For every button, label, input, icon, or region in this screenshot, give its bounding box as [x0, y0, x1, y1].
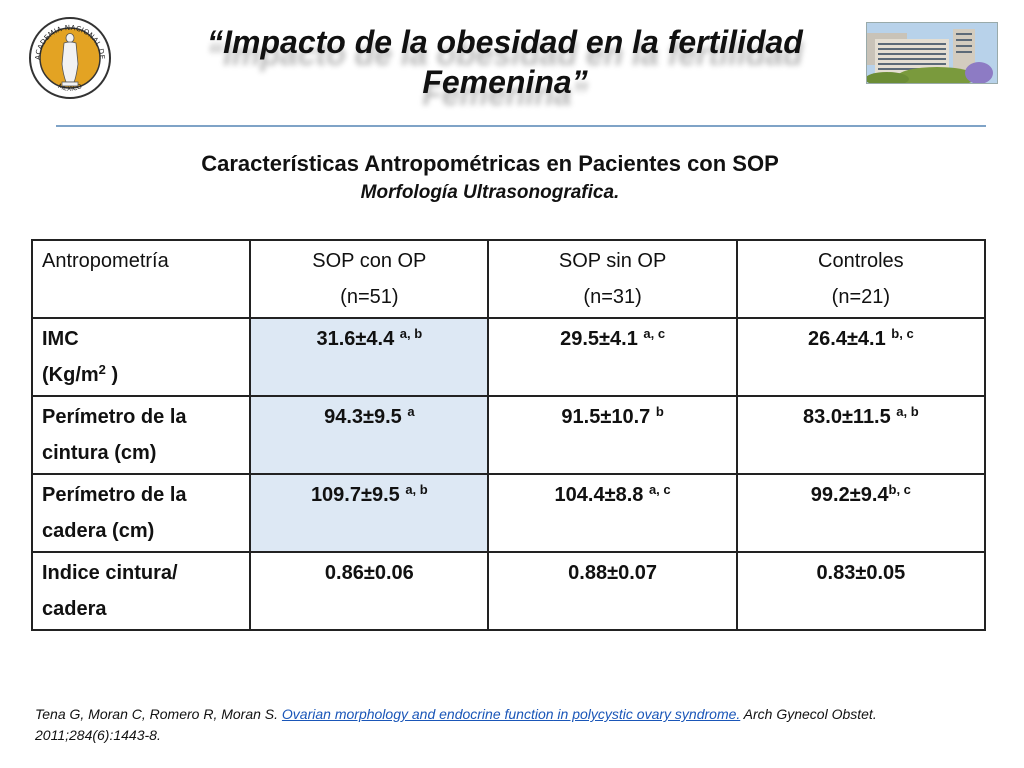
table-row: Perímetro de la cadera (cm) 109.7±9.5 a,…	[30, 473, 987, 553]
row-label-line: cadera	[42, 598, 107, 620]
row-label-text: )	[105, 364, 119, 386]
slide-title: “Impacto de la obesidad en la fertilidad…	[140, 22, 870, 102]
svg-text:MÉXICO: MÉXICO	[57, 82, 83, 93]
cell-value: 26.4±4.1	[808, 328, 892, 350]
cell-value: 0.88±0.07	[568, 562, 657, 584]
row-label: Perímetro de la cadera (cm)	[30, 473, 252, 553]
cell-value: 29.5±4.1	[560, 328, 644, 350]
table-cell: 26.4±4.1 b, c	[735, 317, 987, 397]
academia-nacional-medicina-logo: ACADEMIA NACIONAL DE MEDICINA MÉXICO	[28, 16, 111, 99]
header-line: SOP sin OP	[558, 250, 667, 272]
section-subtitle: Características Antropométricas en Pacie…	[201, 151, 779, 176]
superscript: a, b	[399, 326, 423, 341]
table-cell: 99.2±9.4b, c	[735, 473, 987, 553]
table-header-row: Antropometría SOP con OP (n=51) SOP sin …	[30, 239, 987, 319]
table-row: IMC (Kg/m2 ) 31.6±4.4 a, b 29.5±4.1 a, c…	[30, 317, 987, 397]
anthropometrics-table: Antropometría SOP con OP (n=51) SOP sin …	[30, 239, 987, 631]
row-label-line: Indice cintura/	[42, 562, 178, 584]
row-label-line: IMC	[42, 328, 79, 350]
header-cell: SOP sin OP (n=31)	[487, 239, 738, 319]
row-label-line: Perímetro de la	[42, 484, 187, 506]
cell-value: 109.7±9.5	[310, 484, 406, 506]
title-line-1: “Impacto de la obesidad en la fertilidad	[207, 24, 803, 60]
table-cell: 0.88±0.07	[487, 551, 738, 631]
header-line: Controles	[818, 250, 904, 272]
header-line: Antropometría	[42, 250, 169, 272]
superscript: a	[407, 404, 415, 419]
header-cell: SOP con OP (n=51)	[249, 239, 490, 319]
table-row: Indice cintura/ cadera 0.86±0.06 0.88±0.…	[30, 551, 987, 631]
superscript: a, c	[648, 482, 671, 497]
cell-value: 31.6±4.4	[316, 328, 400, 350]
table-cell: 0.86±0.06	[249, 551, 490, 631]
cell-value: 83.0±11.5	[803, 406, 897, 428]
superscript: a, c	[643, 326, 666, 341]
row-label-text: (Kg/m	[42, 364, 99, 386]
table-cell: 29.5±4.1 a, c	[487, 317, 738, 397]
table-cell: 104.4±8.8 a, c	[487, 473, 738, 553]
citation: Tena G, Moran C, Romero R, Moran S. Ovar…	[35, 704, 965, 746]
table-cell: 94.3±9.5 a	[249, 395, 490, 475]
header-cell: Antropometría	[30, 239, 252, 319]
header-cell: Controles (n=21)	[735, 239, 987, 319]
superscript: a, b	[405, 482, 428, 497]
cell-value: 104.4±8.8	[554, 484, 649, 506]
title-line-2: Femenina”	[422, 64, 588, 100]
header-line: SOP con OP	[312, 250, 427, 272]
row-label: Perímetro de la cintura (cm)	[30, 395, 252, 475]
hospital-building-photo	[866, 22, 998, 84]
row-label: Indice cintura/ cadera	[30, 551, 252, 631]
cell-value: 91.5±10.7	[561, 406, 656, 428]
header-divider	[56, 125, 986, 127]
superscript: b	[655, 404, 664, 419]
citation-link-title[interactable]: Ovarian morphology and endocrine functio…	[281, 706, 554, 722]
row-label-line: Perímetro de la	[42, 406, 187, 428]
table-row: Perímetro de la cintura (cm) 94.3±9.5 a …	[30, 395, 987, 475]
superscript: 2	[98, 362, 106, 377]
cell-value: 94.3±9.5	[324, 406, 408, 428]
table-cell: 31.6±4.4 a, b	[249, 317, 490, 397]
row-label-line: cintura (cm)	[42, 442, 157, 464]
superscript: b, c	[891, 326, 914, 341]
row-label-line: cadera (cm)	[42, 520, 155, 542]
header-line: (n=21)	[831, 286, 891, 308]
logo-text-bottom: MÉXICO	[57, 82, 83, 93]
header-line: (n=51)	[340, 286, 399, 308]
citation-authors: Tena G, Moran C, Romero R, Moran S.	[35, 706, 282, 722]
cell-value: 99.2±9.4	[810, 484, 889, 506]
row-label: IMC (Kg/m2 )	[30, 317, 252, 397]
table-cell: 109.7±9.5 a, b	[249, 473, 490, 553]
section-subsubtitle: Morfología Ultrasonografica.	[360, 182, 620, 203]
row-label-line: (Kg/m2 )	[42, 357, 240, 393]
cell-value: 0.86±0.06	[324, 562, 414, 584]
superscript: a, b	[896, 404, 919, 419]
table-cell: 83.0±11.5 a, b	[735, 395, 987, 475]
citation-link-title-cont[interactable]: in polycystic ovary syndrome.	[553, 706, 741, 722]
header-line: (n=31)	[583, 286, 642, 308]
statue-icon	[61, 33, 79, 87]
table-cell: 0.83±0.05	[735, 551, 987, 631]
superscript: b, c	[888, 482, 911, 497]
citation-journal: Arch Gynecol Obstet. 2011;284(6):1443-8.	[35, 706, 877, 743]
table-cell: 91.5±10.7 b	[487, 395, 738, 475]
cell-value: 0.83±0.05	[816, 562, 906, 584]
